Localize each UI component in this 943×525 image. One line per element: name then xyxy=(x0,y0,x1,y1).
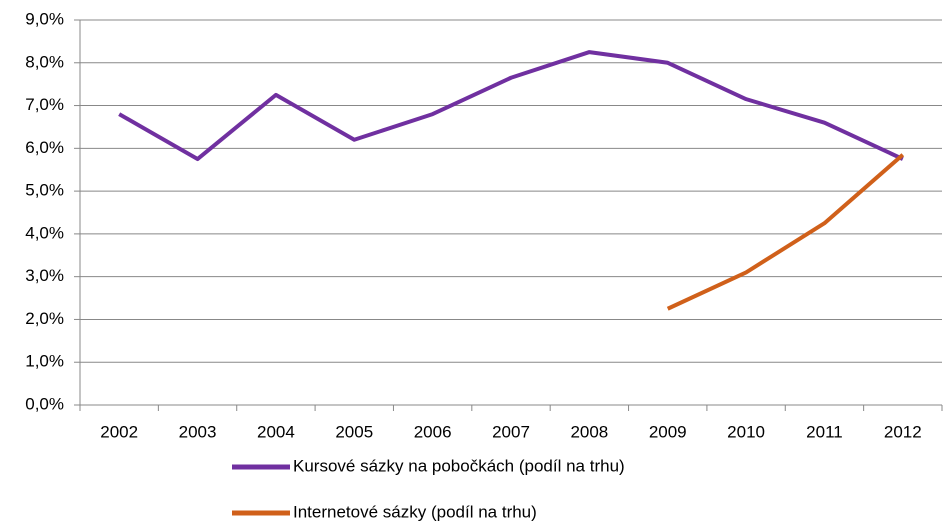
y-tick-label: 5,0% xyxy=(25,181,64,200)
y-tick-label: 2,0% xyxy=(25,309,64,328)
y-tick-label: 1,0% xyxy=(25,352,64,371)
y-tick-label: 3,0% xyxy=(25,266,64,285)
series-line xyxy=(118,50,904,162)
y-tick-label: 0,0% xyxy=(25,394,64,413)
y-tick-label: 4,0% xyxy=(25,223,64,242)
x-tick-label: 2012 xyxy=(884,422,922,441)
y-tick-label: 9,0% xyxy=(25,9,64,28)
x-tick-label: 2005 xyxy=(335,422,373,441)
x-tick-label: 2008 xyxy=(570,422,608,441)
x-tick-label: 2006 xyxy=(414,422,452,441)
x-tick-label: 2002 xyxy=(100,422,138,441)
x-tick-label: 2004 xyxy=(257,422,295,441)
y-tick-label: 6,0% xyxy=(25,138,64,157)
y-tick-label: 7,0% xyxy=(25,95,64,114)
y-tick-label: 8,0% xyxy=(25,52,64,71)
x-tick-label: 2010 xyxy=(727,422,765,441)
x-tick-label: 2003 xyxy=(179,422,217,441)
x-tick-label: 2011 xyxy=(806,422,843,441)
series-line xyxy=(666,153,905,311)
x-tick-label: 2007 xyxy=(492,422,530,441)
legend-label: Kursové sázky na pobočkách (podíl na trh… xyxy=(293,456,625,475)
x-tick-label: 2009 xyxy=(649,422,687,441)
legend-label: Internetové sázky (podíl na trhu) xyxy=(293,502,537,521)
